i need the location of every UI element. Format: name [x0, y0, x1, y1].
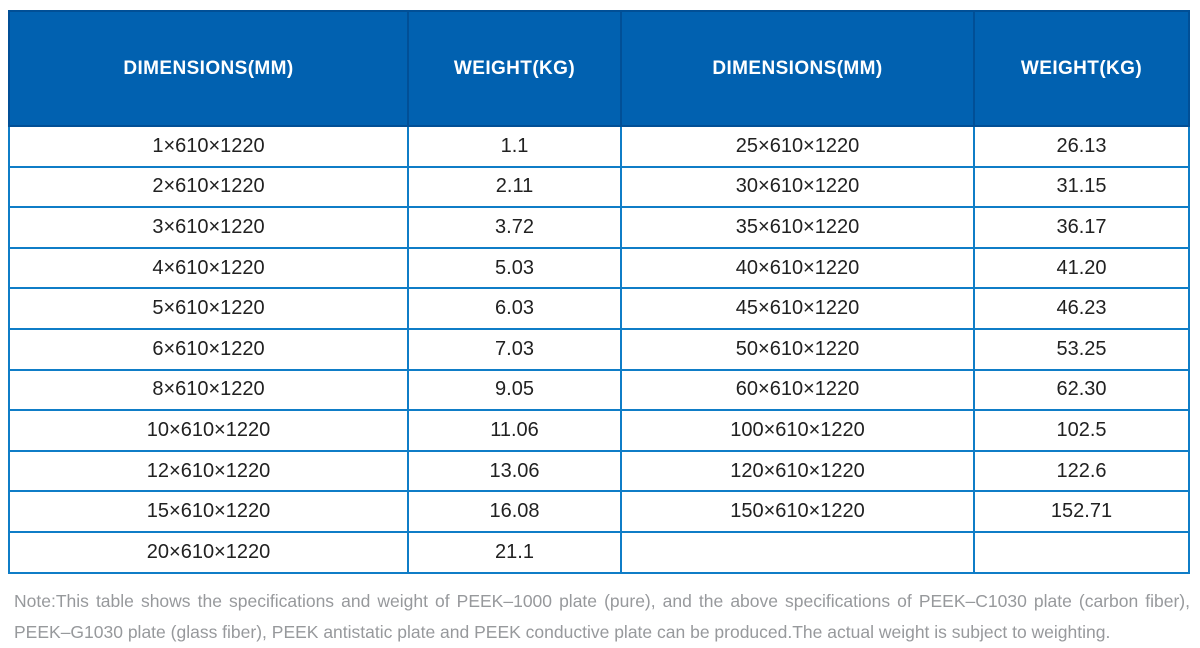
table-cell: 10×610×1220	[146, 418, 271, 441]
table-cell: 45×610×1220	[620, 289, 973, 328]
table-cell: 1×610×1220	[152, 134, 265, 157]
table-row: 8×610×1220 9.05 60×610×1220 62.30	[10, 370, 1188, 412]
table-body: 1×610×1220 1.1 25×610×1220 26.13 2×610×1220 2…	[8, 127, 1190, 574]
table-cell: 26.13	[973, 127, 1188, 166]
table-cell: 120×610×1220	[620, 451, 973, 491]
table-cell: 25×610×1220	[620, 127, 973, 166]
table-row: 1×610×1220 1.1 25×610×1220 26.13	[10, 127, 1188, 168]
table-header-cell-dimensions-left: DIMENSIONS(MM)	[123, 57, 294, 79]
table-cell: 100×610×1220	[620, 411, 973, 450]
table-cell: 2.11	[407, 167, 620, 207]
note: Note:This table shows the specifications…	[14, 586, 1190, 648]
table-cell: 16.08	[407, 492, 620, 531]
table-cell: 8×610×1220	[152, 378, 265, 401]
table-cell: 152.71	[973, 492, 1188, 531]
table-cell: 11.06	[407, 411, 620, 450]
table-row: 20×610×1220 21.1	[10, 532, 1188, 574]
table-row: 4×610×1220 5.03 40×610×1220 41.20	[10, 248, 1188, 290]
table-cell: 7.03	[407, 329, 620, 369]
table-header-cell-weight-left: WEIGHT(KG)	[407, 12, 620, 125]
table-row: 10×610×1220 11.06 100×610×1220 102.5	[10, 411, 1188, 452]
table-cell: 15×610×1220	[146, 500, 271, 523]
table-row: 3×610×1220 3.72 35×610×1220 36.17	[10, 208, 1188, 249]
table-cell: 2×610×1220	[152, 175, 265, 198]
table-cell: 9.05	[407, 370, 620, 410]
table-cell: 12×610×1220	[146, 459, 271, 482]
table-row: 6×610×1220 7.03 50×610×1220 53.25	[10, 329, 1188, 371]
table-cell: 60×610×1220	[620, 370, 973, 410]
table-header-cell-weight-right: WEIGHT(KG)	[973, 12, 1188, 125]
table-row: 15×610×1220 16.08 150×610×1220 152.71	[10, 492, 1188, 533]
table-cell: 102.5	[973, 411, 1188, 450]
table-header-row: DIMENSIONS(MM) WEIGHT(KG) DIMENSIONS(MM)…	[8, 10, 1190, 127]
table-cell: 20×610×1220	[146, 540, 271, 563]
table-cell: 1.1	[407, 127, 620, 166]
table-cell: 4×610×1220	[152, 256, 265, 279]
table-cell	[620, 532, 973, 572]
table-cell: 13.06	[407, 451, 620, 491]
table-cell: 53.25	[973, 329, 1188, 369]
table-cell: 6.03	[407, 289, 620, 328]
table-row: 5×610×1220 6.03 45×610×1220 46.23	[10, 289, 1188, 330]
table-cell: 31.15	[973, 167, 1188, 207]
table-row: 12×610×1220 13.06 120×610×1220 122.6	[10, 451, 1188, 493]
table-cell	[973, 532, 1188, 572]
table-cell: 122.6	[973, 451, 1188, 491]
table-cell: 21.1	[407, 532, 620, 572]
table-cell: 35×610×1220	[620, 208, 973, 247]
note-line-1: Note:This table shows the specifications…	[14, 591, 1190, 611]
table-cell: 3.72	[407, 208, 620, 247]
table-cell: 41.20	[973, 248, 1188, 288]
table-row: 2×610×1220 2.11 30×610×1220 31.15	[10, 167, 1188, 209]
table-cell: 5×610×1220	[152, 297, 265, 320]
spec-table: DIMENSIONS(MM) WEIGHT(KG) DIMENSIONS(MM)…	[8, 10, 1190, 574]
table-cell: 3×610×1220	[152, 215, 265, 238]
table-cell: 50×610×1220	[620, 329, 973, 369]
table-cell: 62.30	[973, 370, 1188, 410]
table-cell: 40×610×1220	[620, 248, 973, 288]
table-cell: 150×610×1220	[620, 492, 973, 531]
table-cell: 5.03	[407, 248, 620, 288]
table-cell: 6×610×1220	[152, 337, 265, 360]
table-header-cell-dimensions-right: DIMENSIONS(MM)	[620, 12, 973, 125]
note-line-2: PEEK–G1030 plate (glass fiber), PEEK ant…	[14, 622, 1111, 642]
table-cell: 46.23	[973, 289, 1188, 328]
table-cell: 30×610×1220	[620, 167, 973, 207]
table-cell: 36.17	[973, 208, 1188, 247]
